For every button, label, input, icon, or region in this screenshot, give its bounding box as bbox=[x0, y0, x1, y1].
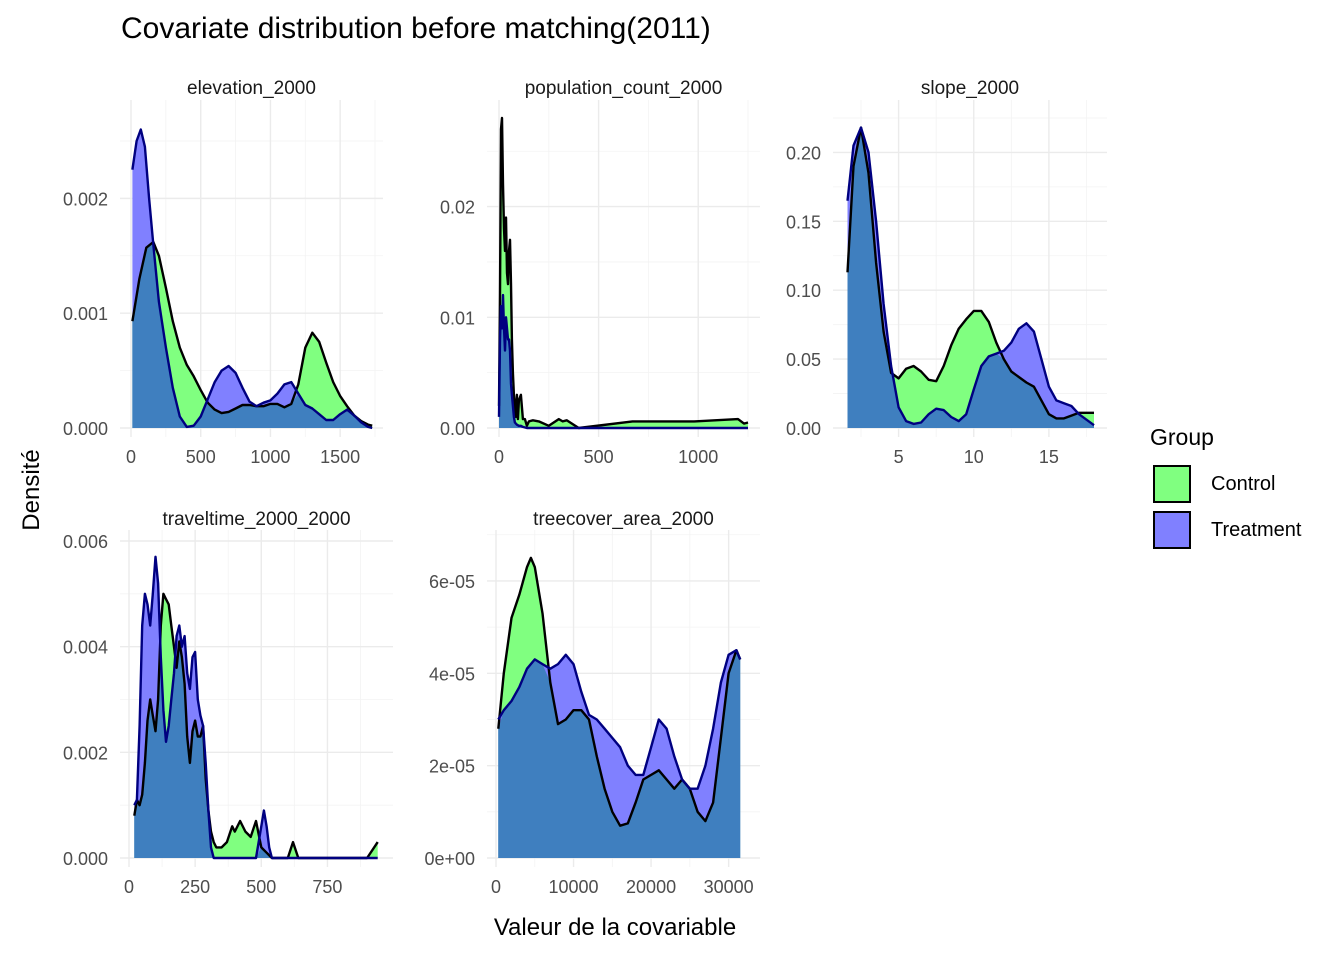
facet-title: elevation_2000 bbox=[187, 78, 316, 99]
y-tick-label: 0.002 bbox=[63, 189, 108, 209]
density-area-control bbox=[132, 242, 373, 428]
x-tick-label: 20000 bbox=[626, 877, 676, 897]
y-tick-label: 0.000 bbox=[63, 849, 108, 869]
legend-item-treatment: Treatment bbox=[1150, 507, 1301, 553]
density-area-treatment bbox=[847, 127, 1094, 428]
density-area-control bbox=[499, 118, 748, 428]
y-tick-label: 0.05 bbox=[786, 350, 821, 370]
y-tick-label: 0.004 bbox=[63, 638, 108, 658]
facet-panel-elevation_2000: 0 500 1000 1500 0.000 0.001 0.002 elevation_200… bbox=[63, 78, 383, 467]
legend: Group Control Treatment bbox=[1150, 424, 1301, 553]
density-line-control bbox=[497, 556, 742, 827]
y-tick-label: 0.02 bbox=[440, 198, 475, 218]
x-tick-label: 0 bbox=[491, 877, 501, 897]
x-tick-label: 30000 bbox=[704, 877, 754, 897]
y-tick-label: 0.20 bbox=[786, 143, 821, 163]
density-line-treatment bbox=[133, 555, 378, 860]
y-tick-label: 0.00 bbox=[440, 419, 475, 439]
y-tick-label: 6e-05 bbox=[429, 572, 475, 592]
facet-title: population_count_2000 bbox=[525, 78, 723, 99]
x-tick-label: 750 bbox=[312, 877, 342, 897]
facet-panel-slope_2000: 5 10 15 0.00 0.05 0.10 0.15 0.20 slope_2000 bbox=[786, 78, 1107, 467]
x-tick-label: 0 bbox=[126, 447, 136, 467]
legend-title: Group bbox=[1150, 424, 1214, 450]
density-overlap-area bbox=[498, 650, 741, 858]
facet-title: traveltime_2000_2000 bbox=[162, 509, 350, 530]
density-overlap-area bbox=[847, 127, 1094, 428]
x-tick-label: 10 bbox=[964, 447, 984, 467]
y-tick-label: 0.001 bbox=[63, 304, 108, 324]
y-tick-label: 0e+00 bbox=[424, 849, 475, 869]
facet-panel-population_count_2000: 0 500 1000 0.00 0.01 0.02 population_count_200… bbox=[440, 78, 760, 467]
y-tick-label: 0.006 bbox=[63, 532, 108, 552]
density-line-treatment bbox=[497, 649, 742, 790]
x-tick-label: 15 bbox=[1039, 447, 1059, 467]
x-tick-label: 0 bbox=[494, 447, 504, 467]
density-line-control bbox=[131, 240, 373, 427]
x-tick-label: 1500 bbox=[320, 447, 360, 467]
facet-title: treecover_area_2000 bbox=[533, 509, 714, 530]
density-line-treatment bbox=[497, 293, 748, 430]
x-tick-label: 0 bbox=[124, 877, 134, 897]
y-tick-label: 0.15 bbox=[786, 212, 821, 232]
chart-title: Covariate distribution before matching(2… bbox=[121, 12, 711, 45]
y-tick-label: 4e-05 bbox=[429, 664, 475, 684]
x-axis-label: Valeur de la covariable bbox=[493, 914, 737, 941]
legend-key-control bbox=[1153, 465, 1191, 503]
x-tick-label: 1000 bbox=[250, 447, 290, 467]
x-tick-label: 1000 bbox=[678, 447, 718, 467]
density-overlap-area bbox=[499, 295, 748, 428]
x-tick-label: 10000 bbox=[549, 877, 599, 897]
legend-label-treatment: Treatment bbox=[1211, 518, 1302, 541]
facet-panel-treecover_area_2000: 0 10000 20000 30000 0e+00 2e-05 4e-05 6e-05 tree… bbox=[424, 509, 760, 897]
y-tick-label: 0.002 bbox=[63, 743, 108, 763]
x-tick-label: 5 bbox=[894, 447, 904, 467]
x-tick-label: 500 bbox=[246, 877, 276, 897]
density-line-treatment bbox=[846, 126, 1095, 427]
facet-title: slope_2000 bbox=[921, 78, 1019, 99]
legend-key-treatment bbox=[1153, 511, 1191, 549]
y-tick-label: 0.01 bbox=[440, 308, 475, 328]
facet-panel-traveltime_2000_2000: 0 250 500 750 0.000 0.002 0.004 0.006 traveltime… bbox=[63, 509, 393, 897]
x-tick-label: 500 bbox=[186, 447, 216, 467]
x-tick-label: 250 bbox=[180, 877, 210, 897]
y-tick-label: 0.10 bbox=[786, 281, 821, 301]
density-line-treatment bbox=[131, 128, 373, 430]
legend-label-control: Control bbox=[1211, 472, 1276, 495]
y-tick-label: 0.000 bbox=[63, 419, 108, 439]
density-line-control bbox=[133, 592, 379, 860]
density-line-control bbox=[846, 126, 1094, 420]
legend-item-control: Control bbox=[1150, 461, 1301, 507]
density-line-control bbox=[497, 116, 749, 430]
y-tick-label: 2e-05 bbox=[429, 757, 475, 777]
density-overlap-area bbox=[134, 641, 378, 858]
x-tick-label: 500 bbox=[584, 447, 614, 467]
y-tick-label: 0.00 bbox=[786, 419, 821, 439]
density-overlap-area bbox=[132, 244, 373, 428]
density-area-treatment bbox=[499, 295, 748, 428]
